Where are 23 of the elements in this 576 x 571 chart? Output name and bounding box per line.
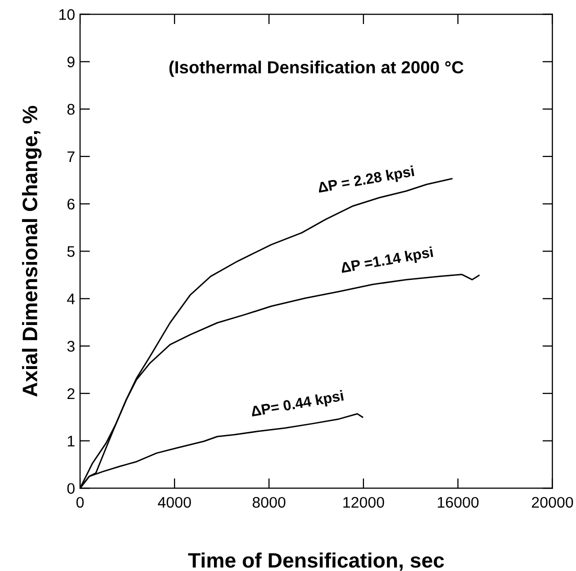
y-tick-label: 3 <box>67 340 75 352</box>
y-axis-title: Axial Dimensional Change, % <box>22 106 42 397</box>
text: ΔP= 0.44 kpsi <box>250 390 344 420</box>
y-tick-label: 9 <box>67 56 74 68</box>
y-tick-label: 2 <box>67 388 74 399</box>
y-tick-label: 1 <box>68 436 74 446</box>
y-tick-label: 10 <box>59 9 75 20</box>
x-tick-label: 0 <box>76 496 84 508</box>
x-tick-label: 12000 <box>343 496 384 508</box>
y-tick-label: 5 <box>67 246 75 257</box>
y-tick-label: 7 <box>67 151 74 162</box>
x-tick-label: 8000 <box>252 496 286 508</box>
y-tick-label: 8 <box>67 104 75 115</box>
x-axis-title: Time of Densification, sec <box>188 552 444 571</box>
y-tick-label: 4 <box>67 294 75 304</box>
x-tick-label: 4000 <box>158 496 191 508</box>
y-tick-label: 0 <box>67 483 75 494</box>
x-tick-label: 16000 <box>438 496 479 508</box>
text: ΔP =1.14 kpsi <box>340 246 434 276</box>
text: ΔP = 2.28 kpsi <box>317 165 415 196</box>
y-tick-label: 6 <box>67 198 75 210</box>
text: (Isothermal Densification at 2000 °C <box>169 60 464 77</box>
x-tick-label: 20000 <box>532 496 574 508</box>
